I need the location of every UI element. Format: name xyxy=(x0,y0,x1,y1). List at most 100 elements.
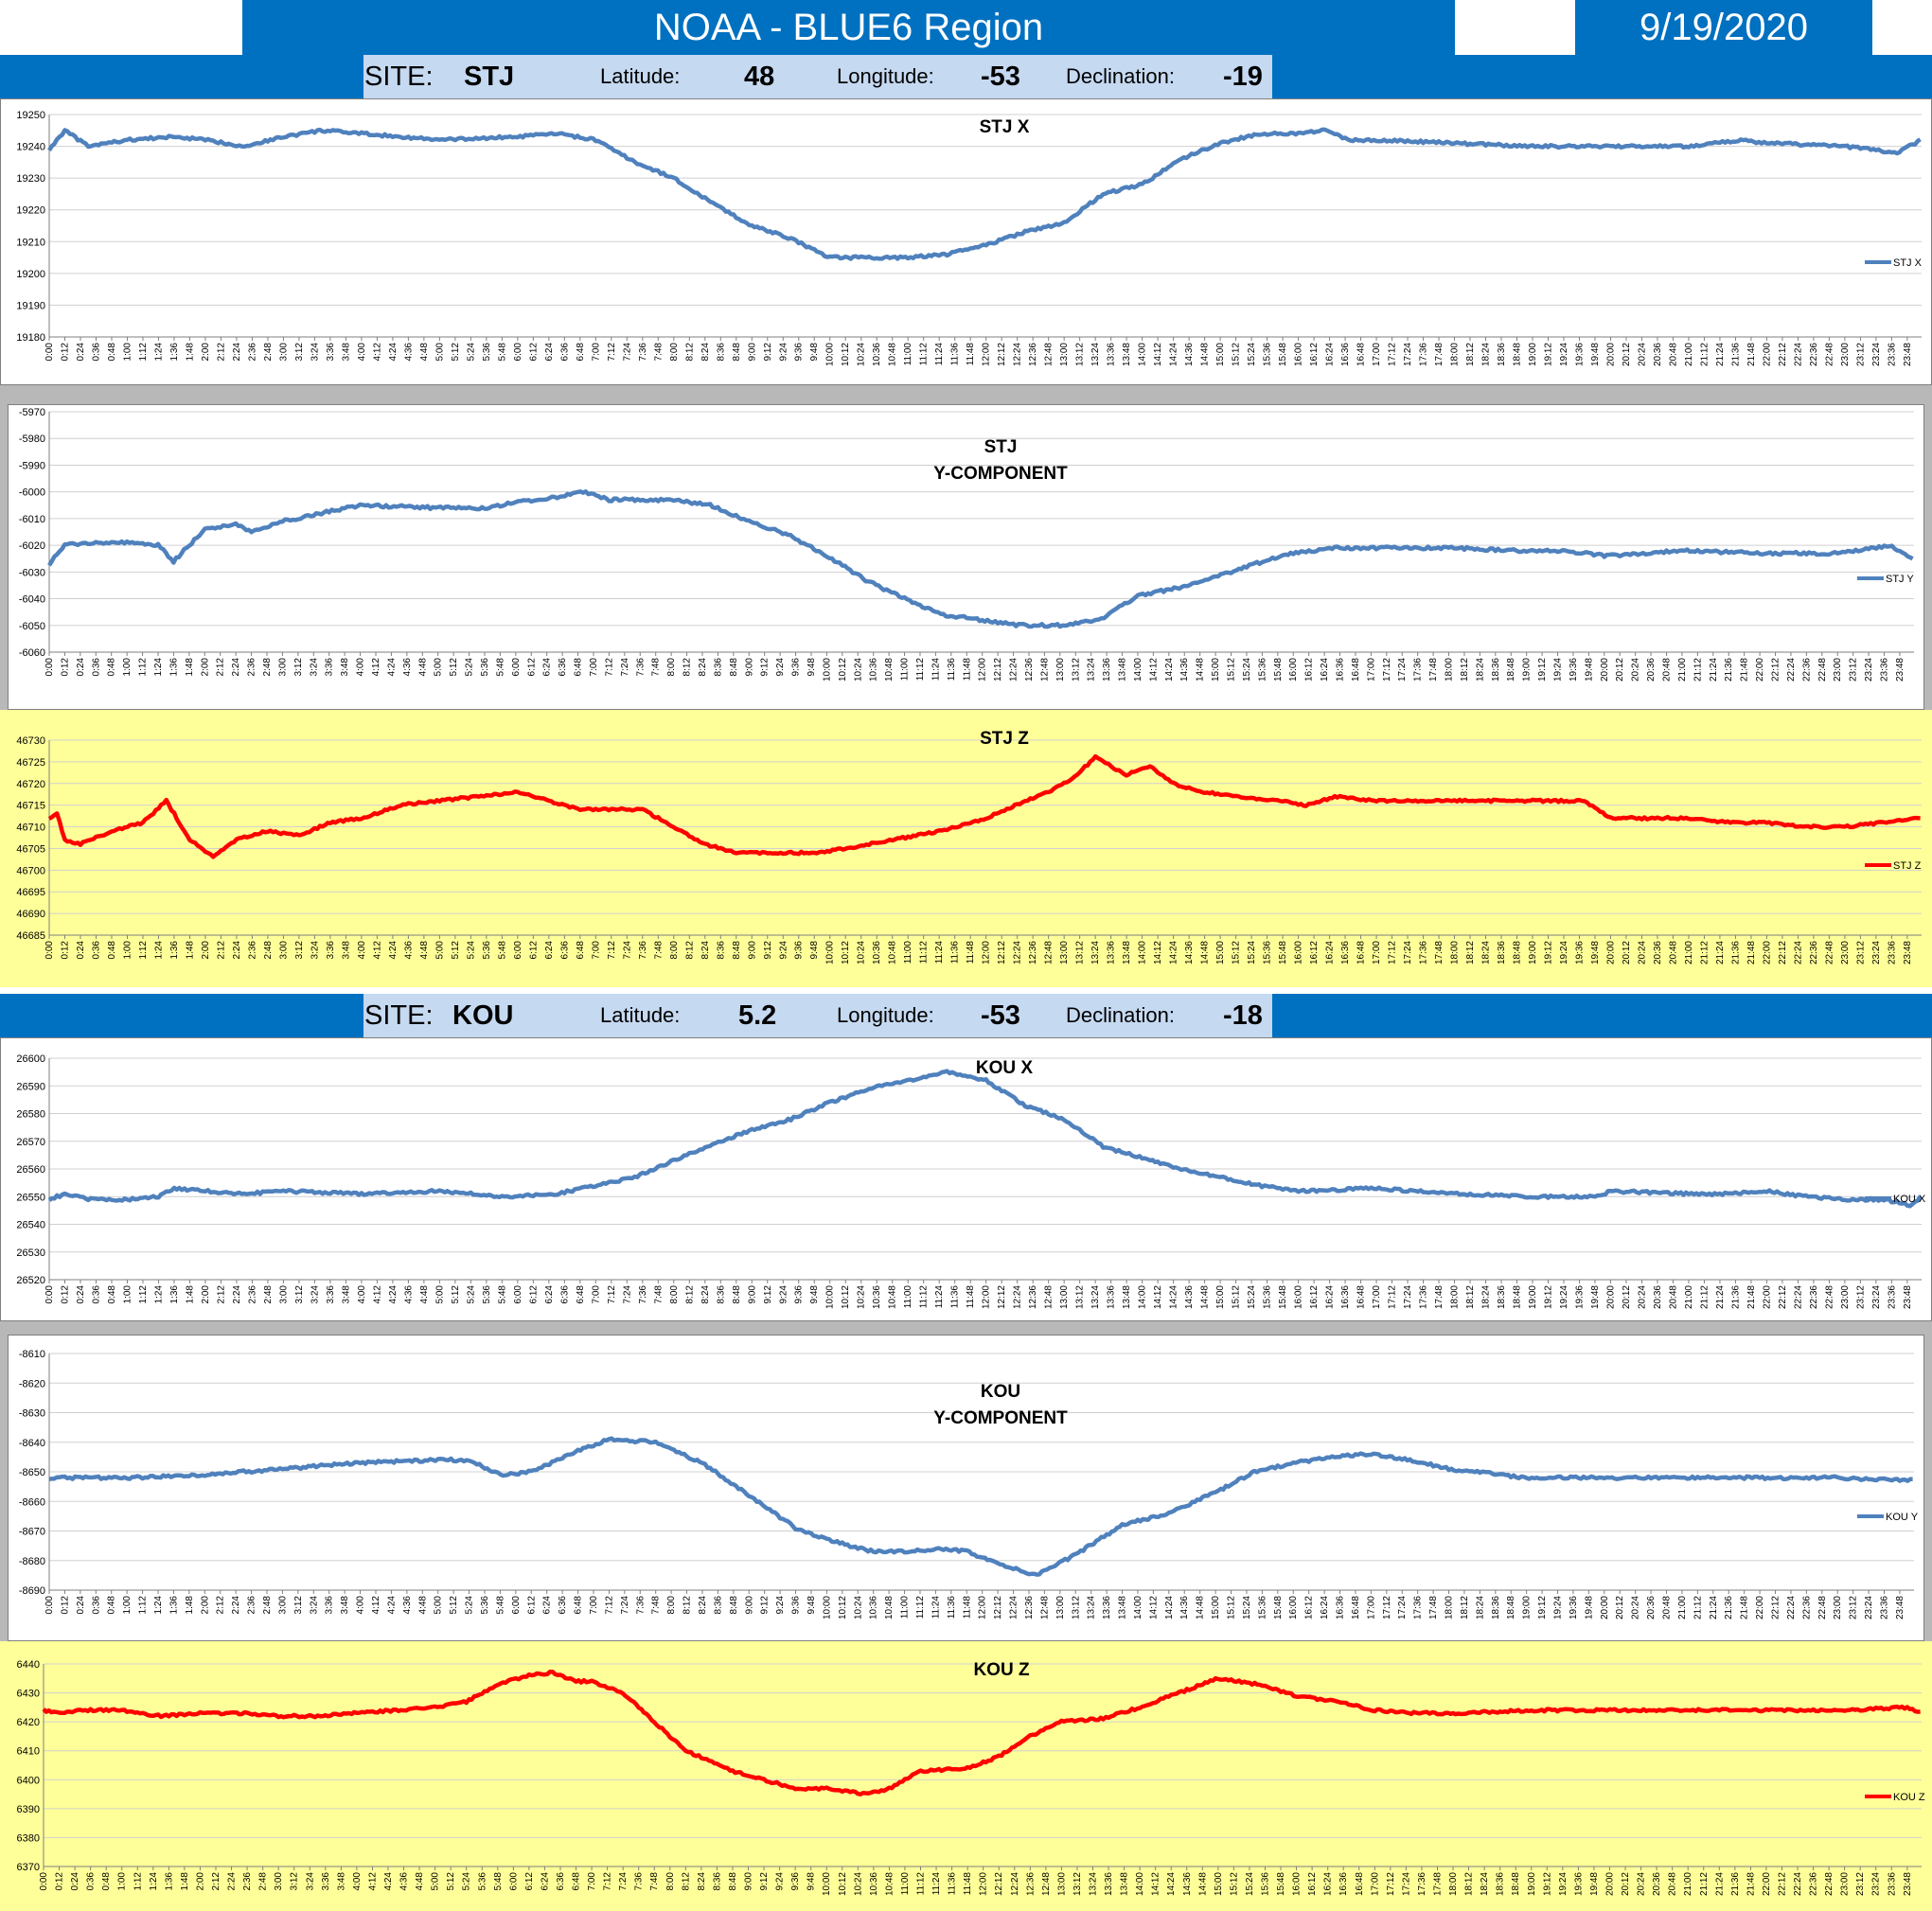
x-tick-label: 14:00 xyxy=(1133,658,1143,681)
x-tick-label: 5:48 xyxy=(497,343,507,362)
y-tick-label: -6050 xyxy=(19,621,45,632)
x-tick-label: 23:00 xyxy=(1840,941,1851,964)
x-tick-label: 17:12 xyxy=(1386,1872,1396,1896)
x-tick-label: 8:00 xyxy=(666,1596,677,1615)
x-tick-label: 0:12 xyxy=(60,941,70,960)
x-tick-label: 21:12 xyxy=(1699,1872,1710,1896)
x-tick-label: 12:12 xyxy=(994,1872,1004,1896)
x-tick-label: 16:36 xyxy=(1340,941,1351,964)
x-tick-label: 23:36 xyxy=(1887,941,1897,964)
series-line-stj-y xyxy=(47,489,1914,629)
x-tick-label: 14:12 xyxy=(1148,1596,1159,1619)
x-tick-label: 21:48 xyxy=(1746,1872,1756,1896)
x-tick-label: 2:36 xyxy=(247,343,257,362)
x-tick-label: 1:24 xyxy=(153,343,164,362)
x-tick-label: 23:12 xyxy=(1849,658,1859,681)
x-tick-label: 12:36 xyxy=(1028,1285,1038,1309)
x-tick-label: 6:12 xyxy=(528,941,539,960)
x-tick-label: 13:48 xyxy=(1118,658,1128,681)
x-tick-label: 5:24 xyxy=(465,1596,475,1615)
y-tick-label: 6380 xyxy=(17,1832,40,1844)
x-tick-label: 19:24 xyxy=(1559,941,1569,964)
x-tick-label: 9:00 xyxy=(744,1596,754,1615)
x-tick-label: 6:36 xyxy=(556,1872,566,1891)
x-tick-label: 2:24 xyxy=(231,658,241,677)
x-tick-label: 2:24 xyxy=(231,1596,241,1615)
x-tick-label: 17:12 xyxy=(1388,941,1398,964)
x-tick-label: 12:12 xyxy=(997,343,1007,366)
x-tick-label: 1:48 xyxy=(185,941,195,960)
x-tick-label: 21:12 xyxy=(1699,1285,1710,1309)
x-tick-label: 14:00 xyxy=(1133,1596,1143,1619)
x-tick-label: 20:12 xyxy=(1622,1285,1632,1309)
x-tick-label: 18:12 xyxy=(1460,658,1470,681)
x-tick-label: 22:00 xyxy=(1762,941,1772,964)
x-tick-label: 23:36 xyxy=(1887,343,1897,366)
y-tick-label: 46705 xyxy=(16,843,45,855)
x-tick-label: 7:24 xyxy=(618,1872,629,1891)
x-tick-label: 12:48 xyxy=(1039,658,1050,681)
x-tick-label: 7:48 xyxy=(649,1872,660,1891)
x-tick-label: 13:48 xyxy=(1122,941,1132,964)
x-tick-label: 8:12 xyxy=(684,1285,695,1304)
x-tick-label: 3:36 xyxy=(326,1285,336,1304)
x-tick-label: 2:12 xyxy=(216,1596,226,1615)
x-tick-label: 9:36 xyxy=(794,1285,805,1304)
x-tick-label: 17:48 xyxy=(1434,343,1445,366)
x-tick-label: 14:24 xyxy=(1164,1596,1175,1619)
x-tick-label: 16:00 xyxy=(1288,1596,1299,1619)
x-tick-label: 3:12 xyxy=(294,1285,305,1304)
latitude-value: 48 xyxy=(744,62,775,92)
x-tick-label: 2:00 xyxy=(201,941,211,960)
x-tick-label: 22:36 xyxy=(1801,658,1812,681)
x-tick-label: 11:36 xyxy=(947,658,957,681)
x-tick-label: 20:12 xyxy=(1622,941,1632,964)
x-tick-label: 2:12 xyxy=(216,1285,226,1304)
x-tick-label: 10:24 xyxy=(857,343,867,366)
x-tick-label: 14:36 xyxy=(1184,1285,1195,1309)
chart-title: Y-COMPONENT xyxy=(933,1408,1068,1428)
x-tick-label: 20:24 xyxy=(1637,1285,1647,1309)
x-tick-label: 11:48 xyxy=(963,1872,973,1896)
chart-title: KOU xyxy=(981,1382,1020,1402)
x-tick-label: 17:24 xyxy=(1397,658,1408,681)
x-tick-label: 19:00 xyxy=(1522,658,1533,681)
x-tick-label: 12:12 xyxy=(997,1285,1007,1309)
x-tick-label: 4:24 xyxy=(388,1285,399,1304)
x-tick-label: 9:36 xyxy=(791,1596,802,1615)
longitude-value: -53 xyxy=(981,1000,1020,1031)
x-tick-label: 7:12 xyxy=(603,1872,613,1891)
x-tick-label: 1:24 xyxy=(153,1285,164,1304)
x-tick-label: 4:12 xyxy=(371,1596,381,1615)
x-tick-label: 12:36 xyxy=(1025,1872,1036,1896)
x-tick-label: 17:36 xyxy=(1413,658,1424,681)
x-tick-label: 0:00 xyxy=(39,1872,49,1891)
x-tick-label: 5:36 xyxy=(482,343,492,362)
x-tick-label: 6:24 xyxy=(544,941,555,960)
x-tick-label: 0:48 xyxy=(107,343,117,362)
x-tick-label: 17:48 xyxy=(1428,1596,1439,1619)
x-tick-label: 5:12 xyxy=(451,1285,461,1304)
x-tick-label: 23:24 xyxy=(1864,1596,1874,1619)
x-tick-label: 20:12 xyxy=(1622,343,1632,366)
x-tick-label: 4:12 xyxy=(372,941,382,960)
x-tick-label: 21:24 xyxy=(1709,658,1719,681)
x-tick-label: 7:12 xyxy=(604,1596,614,1615)
x-tick-label: 7:24 xyxy=(622,941,632,960)
x-tick-label: 4:36 xyxy=(403,941,414,960)
x-tick-label: 13:24 xyxy=(1090,1285,1101,1309)
x-tick-label: 0:36 xyxy=(91,343,101,362)
x-tick-label: 23:00 xyxy=(1840,1872,1851,1896)
site-band-stj: SITE: STJ Latitude: 48 Longitude: -53 De… xyxy=(363,55,1272,98)
x-tick-label: 18:48 xyxy=(1511,1872,1521,1896)
x-tick-label: 6:24 xyxy=(542,1596,553,1615)
x-tick-label: 20:36 xyxy=(1646,1596,1657,1619)
x-tick-label: 4:48 xyxy=(419,941,430,960)
x-tick-label: 16:24 xyxy=(1320,658,1330,681)
y-tick-label: -8620 xyxy=(19,1378,45,1389)
x-tick-label: 19:48 xyxy=(1590,343,1601,366)
x-tick-label: 18:12 xyxy=(1465,343,1476,366)
header-bar: NOAA - BLUE6 Region xyxy=(242,0,1455,55)
x-tick-label: 20:00 xyxy=(1605,941,1616,964)
